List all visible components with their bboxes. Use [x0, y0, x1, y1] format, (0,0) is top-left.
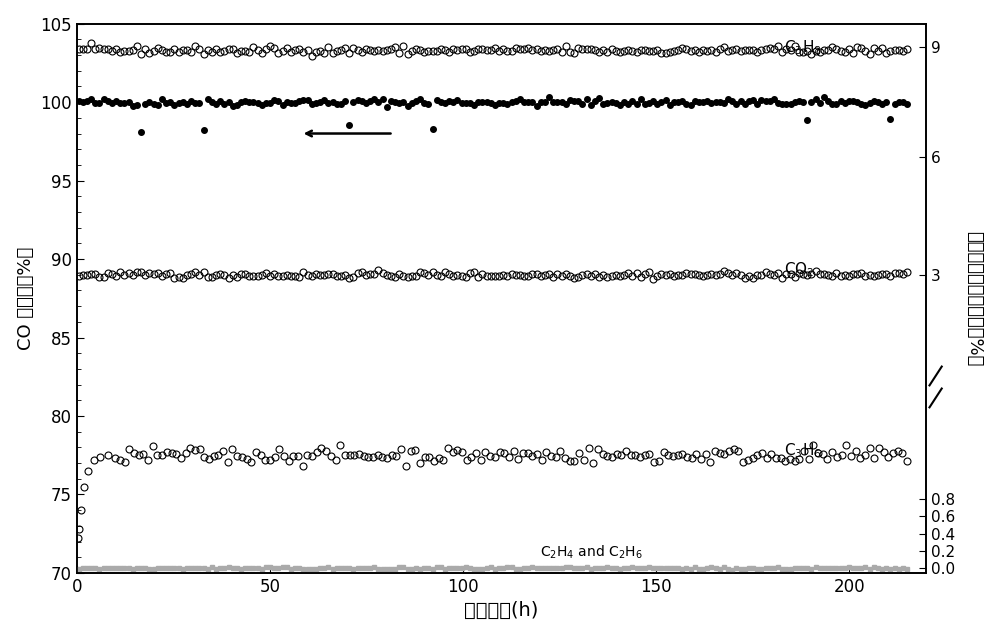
X-axis label: 运行时间(h): 运行时间(h)	[464, 601, 539, 620]
Y-axis label: 各组分体积摩尔分数（%）: 各组分体积摩尔分数（%）	[965, 231, 983, 366]
Text: $\mathregular{C_2H_4}$ and $\mathregular{C_2H_6}$: $\mathregular{C_2H_4}$ and $\mathregular…	[540, 544, 643, 561]
Text: $\mathregular{C_3H_6}$: $\mathregular{C_3H_6}$	[784, 441, 821, 460]
Y-axis label: CO 转化率（%）: CO 转化率（%）	[17, 247, 35, 350]
Text: $\mathregular{C_3H_8}$: $\mathregular{C_3H_8}$	[784, 38, 821, 57]
Text: $\mathregular{CO_2}$: $\mathregular{CO_2}$	[784, 261, 814, 280]
